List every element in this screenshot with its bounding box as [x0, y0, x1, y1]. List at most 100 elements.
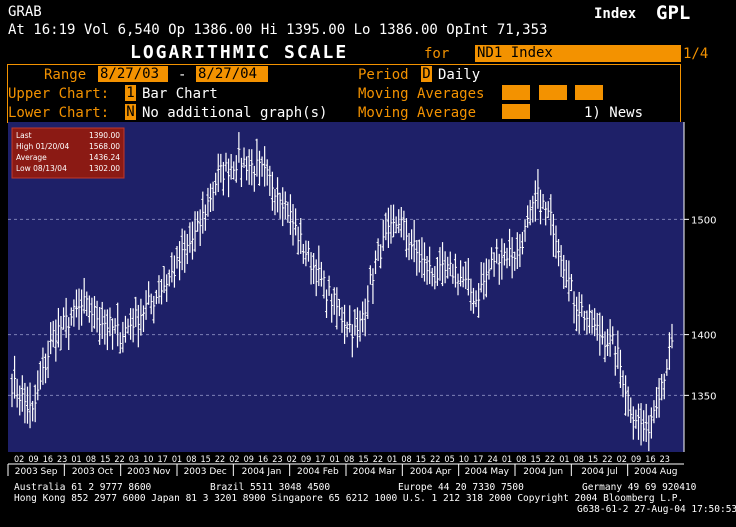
footer-brazil: Brazil 5511 3048 4500	[210, 482, 331, 493]
x-tick-label: 16	[645, 455, 655, 465]
x-tick-label: 05	[444, 455, 454, 465]
month-label: 2004 Jan	[242, 467, 282, 477]
ticker-label: GPL	[656, 2, 691, 24]
quote-line: At 16:19 Vol 6,540 Op 1386.00 Hi 1395.00…	[8, 22, 548, 38]
x-tick-label: 10	[459, 455, 469, 465]
month-label: 2004 Aug	[634, 467, 677, 477]
legend-row-value: 1390.00	[89, 131, 120, 140]
period-label: Period	[358, 67, 409, 83]
price-bars	[10, 132, 674, 452]
x-tick-label: 22	[602, 455, 612, 465]
x-tick-label: 22	[430, 455, 440, 465]
x-tick-label: 08	[574, 455, 584, 465]
x-tick-label: 02	[229, 455, 239, 465]
x-tick-label: 08	[86, 455, 96, 465]
lower-chart-label: Lower Chart:	[8, 105, 110, 121]
month-label: 2004 Jul	[581, 467, 618, 477]
x-tick-label: 08	[516, 455, 526, 465]
x-tick-label: 15	[588, 455, 598, 465]
x-tick-label: 23	[272, 455, 282, 465]
x-tick-label: 01	[172, 455, 182, 465]
security-field[interactable]: ND1 Index	[475, 45, 681, 62]
x-tick-label: 17	[157, 455, 167, 465]
x-tick-label: 02	[14, 455, 24, 465]
ma3-field[interactable]	[575, 85, 603, 100]
legend-row-label: Low 08/13/04	[16, 164, 67, 173]
month-label: 2003 Sep	[15, 467, 58, 477]
footer-contacts: Hong Kong 852 2977 6000 Japan 81 3 3201 …	[14, 493, 684, 504]
x-tick-label: 08	[186, 455, 196, 465]
moving-average-label: Moving Average	[358, 105, 477, 121]
x-tick-label: 22	[545, 455, 555, 465]
x-tick-label: 15	[100, 455, 110, 465]
month-label: 2004 Jun	[523, 467, 563, 477]
range-dash: -	[178, 67, 187, 83]
period-code-field[interactable]: D	[421, 66, 432, 82]
legend-row-label: High 01/20/04	[16, 142, 70, 151]
x-tick-label: 09	[244, 455, 254, 465]
news-link[interactable]: 1) News	[584, 105, 644, 121]
page-indicator: 1/4	[683, 46, 709, 62]
ma2-field[interactable]	[539, 85, 567, 100]
legend-row-value: 1568.00	[89, 142, 120, 151]
x-tick-label: 01	[330, 455, 340, 465]
x-tick-label: 09	[28, 455, 38, 465]
price-chart: 1350 1400 1500 02 09 16 23 01 08 15 22 03 10 17 01 08 1…	[7, 122, 716, 477]
x-tick-label: 16	[43, 455, 53, 465]
month-label: 2004 Apr	[410, 467, 452, 477]
y-tick-label: 1400	[691, 331, 716, 342]
x-tick-label: 01	[387, 455, 397, 465]
x-tick-label: 02	[617, 455, 627, 465]
x-tick-label: 22	[215, 455, 225, 465]
x-tick-label: 22	[373, 455, 383, 465]
y-tick-label: 1350	[691, 391, 716, 402]
footer-europe: Europe 44 20 7330 7500	[398, 482, 524, 493]
legend-row-label: Average	[16, 153, 47, 162]
lower-chart-code-field[interactable]: N	[125, 104, 136, 120]
footer-germany: Germany 49 69 920410	[582, 482, 697, 493]
footer-australia: Australia 61 2 9777 8600	[14, 482, 152, 493]
month-label: 2003 Oct	[72, 467, 114, 477]
range-label: Range	[44, 67, 87, 83]
index-label: Index	[594, 6, 637, 22]
upper-chart-code-field[interactable]: 1	[125, 85, 136, 101]
grid-lines	[8, 218, 684, 396]
legend-row-label: Last	[16, 131, 32, 140]
x-tick-label: 15	[531, 455, 541, 465]
range-from-field[interactable]: 8/27/03	[98, 66, 168, 82]
x-tick-label: 01	[71, 455, 81, 465]
month-label: 2003 Nov	[127, 467, 171, 477]
x-tick-label: 22	[114, 455, 124, 465]
x-tick-label: 09	[631, 455, 641, 465]
x-tick-label: 15	[358, 455, 368, 465]
x-tick-label: 15	[416, 455, 426, 465]
x-tick-label: 16	[258, 455, 268, 465]
x-tick-label: 15	[201, 455, 211, 465]
scale-title: LOGARITHMIC SCALE	[130, 42, 349, 63]
function-code: GRAB	[8, 4, 42, 20]
ma1-field[interactable]	[502, 85, 530, 100]
moving-averages-label: Moving Averages	[358, 86, 485, 102]
footer-timestamp: G638-61-2 27-Aug-04 17:50:53	[577, 504, 736, 515]
range-to-field[interactable]: 8/27/04	[196, 66, 268, 82]
x-tick-label: 17	[315, 455, 325, 465]
chart-legend: Last 1390.00 High 01/20/04 1568.00 Average 14…	[11, 127, 125, 179]
y-tick-label: 1500	[691, 215, 716, 226]
month-label: 2004 Feb	[297, 467, 339, 477]
upper-chart-label: Upper Chart:	[8, 86, 110, 102]
period-value: Daily	[438, 67, 481, 83]
x-tick-label: 03	[129, 455, 139, 465]
x-tick-label: 01	[559, 455, 569, 465]
legend-box	[11, 127, 125, 179]
month-label: 2003 Dec	[184, 467, 227, 477]
upper-chart-value: Bar Chart	[142, 86, 218, 102]
x-tick-label: 08	[401, 455, 411, 465]
for-label: for	[424, 46, 450, 62]
x-tick-label: 23	[57, 455, 67, 465]
legend-row-value: 1302.00	[89, 164, 120, 173]
legend-row-value: 1436.24	[89, 153, 120, 162]
x-tick-label: 10	[143, 455, 153, 465]
ma-lower-field[interactable]	[502, 104, 530, 119]
x-tick-label: 09	[301, 455, 311, 465]
x-tick-label: 01	[502, 455, 512, 465]
